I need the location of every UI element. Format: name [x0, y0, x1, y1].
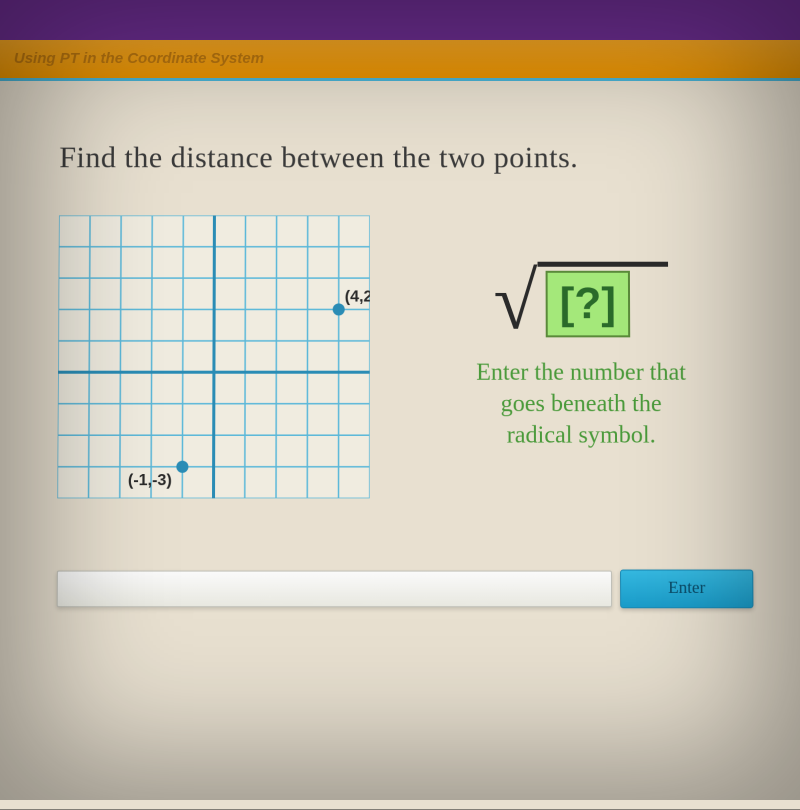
hint-line-1: Enter the number that: [410, 357, 752, 389]
screen: Using PT in the Coordinate System Find t…: [0, 40, 800, 810]
answer-slot[interactable]: [?]: [546, 271, 631, 338]
grid-svg: (4,2) (-1,-3): [57, 215, 370, 498]
answer-input[interactable]: [57, 571, 612, 608]
question-text: Find the distance between the two points…: [59, 141, 751, 175]
under-radical: [?]: [537, 261, 668, 337]
coordinate-grid: (4,2) (-1,-3): [57, 215, 370, 498]
main-row: (4,2) (-1,-3) √ [?] Enter the number that…: [57, 215, 753, 498]
svg-text:(4,2): (4,2): [345, 288, 370, 305]
hint-line-2: goes beneath the: [410, 389, 752, 421]
content-area: Find the distance between the two points…: [0, 81, 800, 608]
answer-panel: √ [?] Enter the number that goes beneath…: [410, 261, 752, 452]
input-row: Enter: [57, 570, 754, 609]
hint-line-3: radical symbol.: [410, 420, 752, 452]
sqrt-icon: √: [493, 266, 537, 337]
enter-button[interactable]: Enter: [620, 570, 753, 609]
radical-expression: √ [?]: [410, 261, 752, 337]
hint-text: Enter the number that goes beneath the r…: [410, 357, 752, 452]
lesson-title: Using PT in the Coordinate System: [14, 50, 264, 67]
device-frame: Using PT in the Coordinate System Find t…: [0, 0, 800, 800]
lesson-header: Using PT in the Coordinate System: [0, 40, 800, 78]
svg-text:(-1,-3): (-1,-3): [128, 472, 172, 489]
vinculum-bar: [537, 261, 668, 266]
